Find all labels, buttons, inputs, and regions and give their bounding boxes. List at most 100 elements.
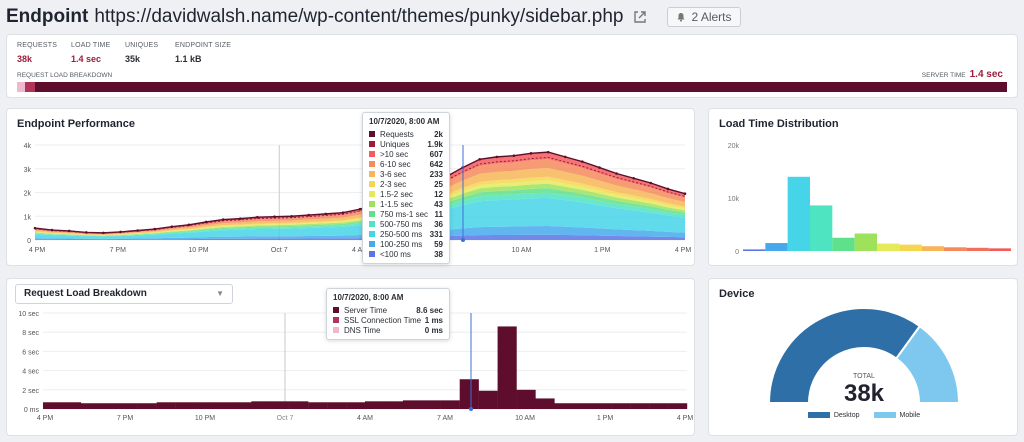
tooltip-row: 500-750 ms 36 [369,219,443,229]
x-tick-label: 4 PM [675,247,692,254]
distribution-bar [944,247,967,251]
requests-point [581,160,584,163]
requests-point [563,155,567,159]
breakdown-bar [497,326,517,409]
hover-point [469,407,473,411]
tooltip-row: 6-10 sec 642 [369,159,443,169]
requests-point [546,150,550,154]
breakdown-bar [516,389,536,409]
tooltip-row: >10 sec 607 [369,149,443,159]
tooltip-row: SSL Connection Time 1 ms [333,315,443,325]
distribution-bar [877,243,900,251]
stat-load-time: LOAD TIME 1.4 sec [71,42,111,64]
breakdown-segment[interactable] [17,82,25,92]
load-time-distribution-chart[interactable]: 0 10k 20k [709,109,1019,267]
breakdown-segment[interactable] [24,82,35,92]
alerts-label: 2 Alerts [691,10,732,24]
device-panel: Device TOTAL 38k Desktop Mobile [708,278,1018,436]
breakdown-bar [270,401,290,409]
requests-point [102,231,105,235]
breakdown-bar [137,403,157,409]
tooltip-row: 750 ms-1 sec 11 [369,209,443,219]
chart-select-dropdown[interactable]: Request Load Breakdown ▼ [15,284,233,304]
tooltip-row: 100-250 ms 59 [369,239,443,249]
donut-total-value: 38k [844,380,885,407]
x-tick-label: 4 PM [29,247,46,254]
y-tick-label: 2 sec [22,388,39,395]
panel-title: Endpoint Performance [17,118,135,130]
x-tick-label: 10 PM [188,247,208,254]
panel-title: Device [719,288,755,300]
requests-point [170,225,174,228]
y-tick-label: 6 sec [22,349,39,356]
chevron-down-icon: ▼ [216,289,224,298]
y-tick-label: 20k [728,143,740,150]
breakdown-bar [156,402,176,409]
breakdown-bar[interactable] [17,82,1007,92]
endpoint-url[interactable]: https://davidwalsh.name/wp-content/theme… [94,6,624,27]
area-band [35,197,685,239]
x-tick-label: 4 PM [37,415,54,422]
requests-point [598,166,601,169]
x-tick-label: 4 AM [357,415,373,422]
device-legend: Desktop Mobile [709,412,1019,419]
x-tick-label: 7 PM [117,415,134,422]
requests-point [136,229,139,232]
requests-point [204,220,208,224]
breakdown-bar [383,401,404,409]
breakdown-bar [535,398,555,409]
breakdown-bar [459,379,479,409]
breakdown-bar [308,402,328,409]
requests-point [341,211,345,214]
requests-point [307,213,310,217]
breakdown-bar [668,403,688,409]
stat-endpoint-size: ENDPOINT SIZE 1.1 kB [175,42,232,64]
page-header: Endpoint https://davidwalsh.name/wp-cont… [6,4,741,30]
x-tick-label: 7 PM [110,247,127,254]
request-load-breakdown-chart[interactable]: 0 ms 2 sec 4 sec 6 sec 8 sec 10 sec 4 PM 7 PM 10… [7,279,696,437]
requests-point [529,152,533,155]
area-band [35,225,685,240]
performance-tooltip: 10/7/2020, 8:00 AM Requests 2k Uniques 1.9k >… [362,112,450,264]
y-tick-label: 4k [24,143,32,150]
endpoint-performance-panel: Endpoint Performance 0 1k 2k 3k 4k 4 PM 7 PM 10… [6,108,695,266]
requests-point [478,157,482,161]
alerts-button[interactable]: 2 Alerts [667,7,741,27]
x-tick-label: 4 PM [677,415,694,422]
breakdown-segment[interactable] [34,82,1007,92]
legend-mobile[interactable]: Mobile [873,412,920,419]
requests-point [683,192,687,195]
distribution-bar [921,246,944,251]
y-tick-label: 10k [728,196,740,203]
requests-point [273,215,276,219]
server-time-label: SERVER TIME 1.4 sec [921,69,1003,80]
device-slice [767,307,922,404]
external-link-icon[interactable] [633,10,647,24]
breakdown-bar [194,402,214,409]
distribution-bar [854,233,877,251]
breakdown-bar [421,400,441,409]
x-tick-label: 1 PM [597,415,614,422]
requests-point [512,154,516,157]
requests-point [33,226,37,230]
requests-point [85,231,88,234]
breakdown-label: REQUEST LOAD BREAKDOWN [17,72,113,79]
breakdown-bar [251,401,271,409]
breakdown-bar [611,403,631,409]
legend-desktop[interactable]: Desktop [807,412,860,419]
distribution-bar [988,248,1011,251]
breakdown-bar [99,403,119,409]
breakdown-bar [478,390,498,409]
distribution-bar [765,243,788,251]
y-tick-label: 0 [735,249,739,256]
requests-point [649,181,653,185]
uniques-line [34,156,686,234]
breakdown-bar [554,403,574,409]
breakdown-bar [440,400,460,409]
tooltip-row: Server Time 8.6 sec [333,305,443,315]
tooltip-row: DNS Time 0 ms [333,325,443,335]
tooltip-row: 250-500 ms 331 [369,229,443,239]
stat-uniques: UNIQUES 35k [125,42,159,64]
